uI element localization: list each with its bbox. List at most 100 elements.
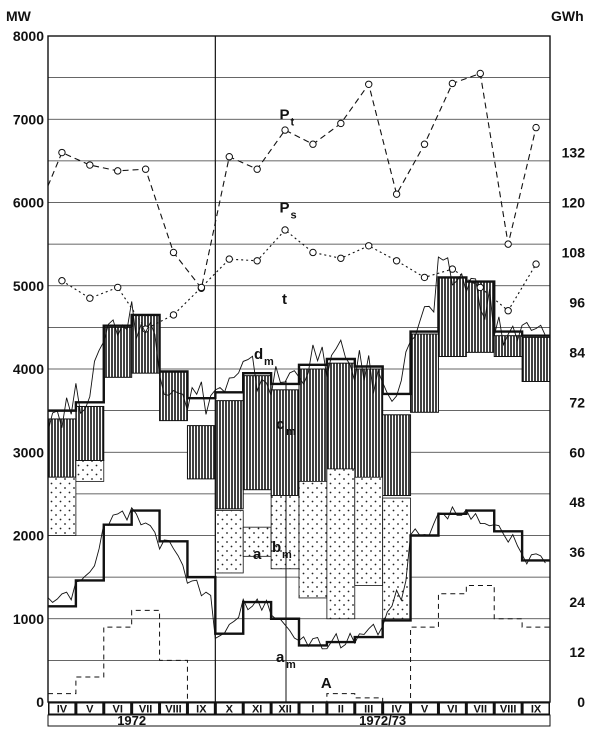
month-label: VIII: [500, 704, 517, 716]
month-cell: [272, 703, 298, 714]
series-point-ps: [309, 248, 317, 257]
month-cell: [105, 703, 131, 714]
left-tick-label: 3000: [13, 444, 44, 460]
month-cell: [384, 703, 410, 714]
series-point-ps: [169, 311, 178, 319]
month-cell: [439, 703, 465, 714]
month-label: II: [338, 704, 344, 716]
cm-band-bar: [521, 336, 551, 382]
series-point-pt: [253, 165, 261, 173]
cm-band-bar: [242, 375, 272, 491]
left-tick-label: 6000: [13, 195, 44, 211]
series-point-pt: [448, 79, 457, 88]
right-tick-label: 84: [569, 344, 585, 360]
month-cell: [356, 703, 382, 714]
annotation-sub-am: m: [286, 659, 296, 671]
series-point-ps: [281, 226, 289, 234]
left-tick-label: 0: [36, 694, 44, 710]
month-label: IX: [196, 704, 207, 716]
bm-band-bar: [382, 497, 411, 620]
month-label: V: [86, 704, 94, 716]
series-point-pt: [114, 167, 122, 175]
month-cell: [412, 703, 437, 714]
bm-band-bar: [75, 460, 105, 482]
left-tick-label: 7000: [13, 111, 44, 127]
cm-band-bar: [75, 405, 105, 462]
cm-band-bar: [186, 425, 216, 480]
right-tick-label: 120: [562, 195, 586, 211]
cm-band-bar: [326, 362, 356, 489]
series-point-ps: [420, 273, 429, 282]
cm-band-bar: [354, 368, 384, 495]
series-point-ps: [504, 307, 512, 315]
month-label: XII: [278, 704, 291, 716]
series-point-ps: [114, 283, 122, 292]
right-tick-label: 0: [577, 694, 585, 710]
left-tick-label: 8000: [13, 28, 44, 44]
month-cell: [328, 703, 354, 714]
bm-band-bar: [214, 510, 244, 574]
series-trace-am: [47, 505, 546, 650]
series-label-pt: P: [279, 106, 289, 123]
series-point-ps: [253, 257, 261, 265]
month-cell: [216, 703, 242, 714]
series-point-pt: [365, 80, 373, 88]
cm-band-bar: [159, 370, 188, 422]
series-point-pt: [337, 119, 345, 128]
series-point-pt: [504, 240, 512, 248]
right-tick-label: 12: [569, 644, 585, 660]
bm-band-bar: [354, 476, 384, 586]
cm-band-bar: [410, 333, 439, 413]
year-strip: [47, 714, 551, 727]
month-label: I: [311, 704, 314, 716]
series-line-pt: [47, 72, 537, 290]
series-point-pt: [281, 126, 289, 134]
series-point-ps: [225, 255, 233, 263]
month-cell: [300, 703, 326, 714]
month-label: IV: [57, 704, 68, 716]
annotation-t: t: [282, 291, 287, 308]
series-sublabel-ps: s: [290, 209, 296, 221]
left-tick-label: 1000: [13, 611, 44, 627]
bm-band-bar: [326, 468, 356, 620]
year-label: 1972/73: [359, 713, 406, 728]
month-cell: [49, 703, 75, 714]
left-axis-unit: MW: [6, 8, 32, 24]
left-tick-label: 2000: [13, 528, 44, 544]
series-point-ps: [448, 265, 457, 273]
bands-layer: [47, 276, 551, 620]
month-cell: [495, 703, 521, 714]
cm-band-bar: [382, 414, 412, 497]
left-tick-label: 4000: [13, 361, 44, 377]
annotation-sub-dm: m: [264, 356, 274, 368]
right-tick-label: 60: [569, 444, 585, 460]
series-point-ps: [197, 283, 206, 292]
right-tick-label: 36: [569, 544, 585, 560]
axes-layer: 0 1000 2000 3000 4000 5000 6000 7000 8000 0 12 24 36…: [13, 28, 585, 728]
cm-band-bar: [298, 368, 328, 493]
series-sublabel-pt: t: [290, 116, 294, 128]
year-label: 1972: [117, 713, 146, 728]
annotation-bm: b: [272, 539, 281, 556]
series-label-a-energy: A: [321, 675, 332, 692]
bm-band-bar: [47, 476, 77, 536]
annotation-sub-cm: m: [286, 426, 296, 438]
month-label: IV: [391, 704, 402, 716]
month-label: VII: [474, 704, 487, 716]
series-point-ps: [86, 294, 94, 302]
month-cell: [523, 703, 549, 714]
series-point-pt: [532, 123, 540, 132]
annotation-a: a: [253, 546, 262, 563]
month-cell: [244, 703, 270, 714]
cm-band-bar: [131, 314, 161, 374]
month-label: XI: [252, 704, 262, 716]
series-point-pt: [309, 140, 317, 148]
month-label: X: [226, 704, 234, 716]
month-cell: [133, 703, 159, 714]
annotation-am: a: [276, 649, 285, 666]
series-step-t: [48, 276, 550, 412]
right-tick-label: 24: [569, 594, 585, 610]
series-point-ps: [58, 277, 66, 285]
right-tick-label: 132: [562, 145, 586, 161]
cm-band-bar: [437, 276, 467, 358]
